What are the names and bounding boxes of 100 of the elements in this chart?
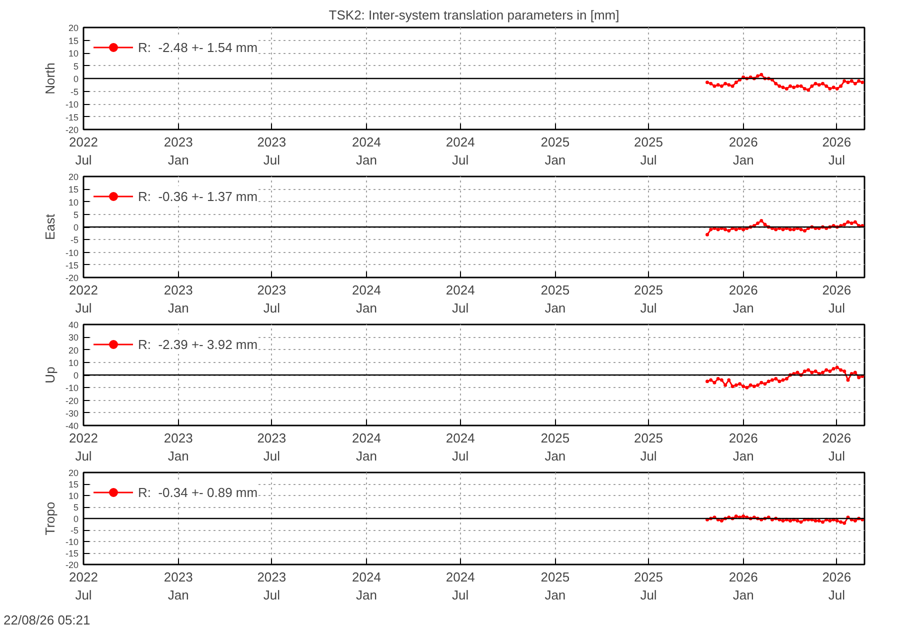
- point: [734, 514, 738, 518]
- point: [802, 86, 806, 90]
- x-tick-label: 2026 Jan: [728, 282, 758, 316]
- x-tick-label: 2022 Jul: [69, 430, 98, 464]
- point: [724, 383, 728, 387]
- y-tick-label: -20: [65, 125, 79, 135]
- y-tick-label: -20: [65, 560, 79, 570]
- point: [781, 228, 785, 232]
- x-tick-label: 2026 Jul: [822, 430, 852, 464]
- point: [709, 378, 713, 382]
- y-tick-label: 10: [68, 491, 79, 501]
- y-tick-label: 20: [68, 172, 79, 182]
- point: [734, 228, 738, 232]
- point: [760, 380, 764, 384]
- y-tick-label: 5: [73, 61, 79, 72]
- point: [835, 519, 839, 523]
- point: [832, 86, 836, 90]
- point: [778, 380, 782, 384]
- x-tick-label: 2026 Jul: [822, 282, 852, 316]
- x-tick-label: 2023 Jul: [257, 430, 286, 464]
- x-tick-label: 2025 Jul: [634, 282, 663, 316]
- y-tick-label: 20: [68, 23, 79, 33]
- point: [820, 370, 824, 374]
- point: [857, 79, 861, 83]
- y-tick-label: -5: [70, 526, 79, 536]
- point: [730, 84, 734, 88]
- x-tick-label: 2023 Jan: [164, 570, 193, 602]
- y-tick-label: -40: [65, 421, 79, 431]
- y-tick-label: -15: [65, 548, 79, 558]
- y-tick-label: 0: [73, 74, 79, 84]
- y-tick-label: -15: [65, 112, 79, 122]
- point: [781, 86, 785, 90]
- point: [709, 228, 713, 232]
- point: [853, 220, 857, 224]
- y-tick-label: 30: [68, 332, 79, 343]
- y-axis-title: East: [42, 214, 58, 240]
- x-tick-label: 2023 Jul: [257, 134, 286, 168]
- point: [796, 519, 800, 523]
- point: [730, 384, 734, 388]
- point: [842, 369, 846, 373]
- point: [774, 82, 778, 86]
- x-tick-label: 2022 Jul: [69, 570, 98, 602]
- point: [810, 84, 814, 88]
- point: [778, 84, 782, 88]
- point: [802, 369, 806, 373]
- point: [810, 370, 814, 374]
- point: [853, 519, 857, 523]
- point: [763, 222, 767, 226]
- legend-label: R: -2.48 +- 1.54 mm: [138, 40, 258, 54]
- chart-title: TSK2: Inter-system translation parameters in [mm]: [328, 8, 620, 22]
- point: [828, 86, 832, 90]
- point: [720, 519, 724, 523]
- y-tick-label: -10: [65, 383, 79, 394]
- point: [824, 84, 828, 88]
- legend-label: R: -0.34 +- 0.89 mm: [138, 484, 258, 500]
- point: [828, 519, 832, 523]
- y-tick-label: -20: [65, 273, 79, 283]
- point: [742, 228, 746, 232]
- y-tick-label: 0: [73, 222, 79, 232]
- point: [734, 80, 738, 84]
- y-tick-label: -10: [65, 100, 79, 110]
- point: [788, 519, 792, 523]
- point: [727, 229, 731, 233]
- y-tick-label: -15: [65, 260, 79, 270]
- x-tick-label: 2026 Jul: [822, 570, 852, 602]
- x-tick-label: 2022 Jul: [69, 134, 98, 168]
- point: [835, 86, 839, 90]
- point: [842, 521, 846, 525]
- point: [752, 384, 756, 388]
- x-tick-label: 2025 Jan: [540, 134, 570, 168]
- point: [835, 366, 839, 370]
- x-tick-label: 2026 Jan: [728, 430, 758, 464]
- y-tick-label: 15: [68, 184, 79, 195]
- point: [781, 519, 785, 523]
- point: [806, 368, 810, 372]
- point: [734, 383, 738, 387]
- point: [846, 378, 850, 382]
- point: [788, 228, 792, 232]
- point: [850, 79, 854, 83]
- y-tick-label: 0: [73, 514, 79, 524]
- x-tick-label: 2025 Jul: [634, 134, 663, 168]
- y-tick-label: 5: [73, 502, 79, 512]
- y-tick-label: 10: [68, 358, 79, 368]
- point: [846, 220, 850, 224]
- x-tick-label: 2023 Jan: [164, 134, 193, 168]
- x-tick-label: 2024 Jan: [352, 430, 381, 464]
- x-tick-label: 2026 Jan: [728, 570, 758, 602]
- point: [745, 386, 749, 390]
- y-axis-title: Tropo: [42, 502, 58, 536]
- x-tick-label: 2023 Jul: [257, 570, 286, 602]
- point: [788, 84, 792, 88]
- y-tick-label: 15: [68, 480, 79, 490]
- point: [792, 228, 796, 232]
- x-tick-label: 2024 Jan: [352, 570, 381, 602]
- x-tick-label: 2025 Jul: [634, 570, 663, 602]
- y-tick-label: 40: [68, 320, 79, 330]
- point: [850, 221, 854, 225]
- x-tick-label: 2024 Jan: [352, 134, 381, 168]
- point: [756, 74, 760, 78]
- point: [727, 378, 731, 382]
